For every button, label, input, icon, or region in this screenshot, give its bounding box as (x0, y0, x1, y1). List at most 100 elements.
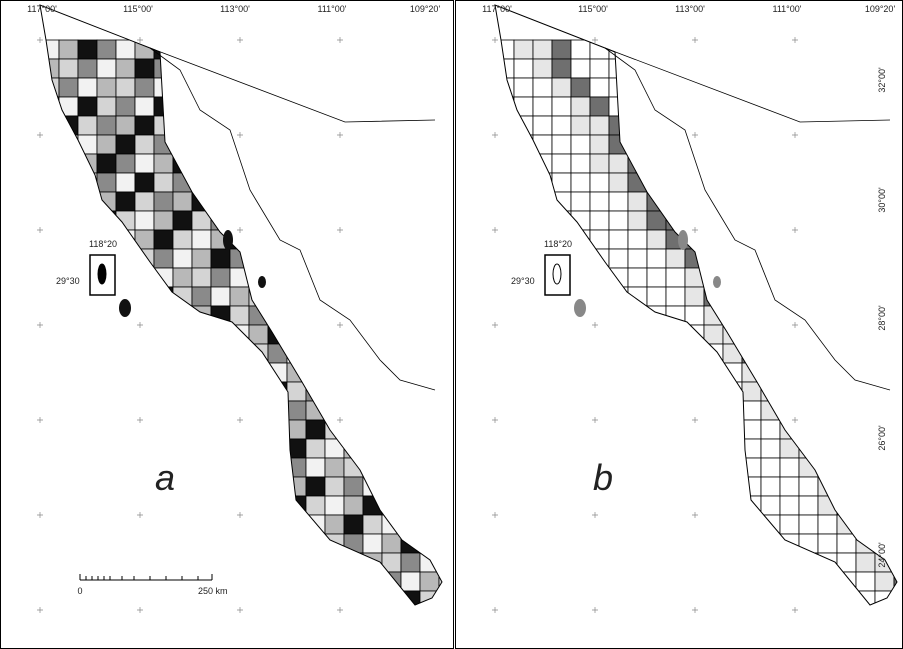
grid-cell (856, 192, 875, 211)
grid-cell (799, 382, 818, 401)
grid-cell (97, 287, 116, 306)
grid-cell (306, 306, 325, 325)
grid-cell (856, 78, 875, 97)
grid-cell (799, 344, 818, 363)
grid-cell (799, 553, 818, 572)
grid-cell (401, 325, 420, 344)
grid-cell (40, 591, 59, 610)
grid-cell (249, 306, 268, 325)
grid-cell (344, 325, 363, 344)
grid-cell (363, 135, 382, 154)
grid-cell (894, 325, 903, 344)
grid-cell (401, 40, 420, 59)
grid-cell (135, 173, 154, 192)
grid-cell (533, 553, 552, 572)
grid-cell (495, 534, 514, 553)
grid-cell (230, 40, 249, 59)
grid-cell (173, 553, 192, 572)
grid-cell (211, 553, 230, 572)
grid-cell (704, 154, 723, 173)
grid-cell (590, 401, 609, 420)
grid-cell (249, 553, 268, 572)
grid-cell (837, 496, 856, 515)
grid-cell (818, 439, 837, 458)
grid-cell (135, 382, 154, 401)
grid-cell (704, 40, 723, 59)
grid-cell (363, 363, 382, 382)
inset-longitude: 118°20 (89, 239, 117, 249)
grid-cell (723, 249, 742, 268)
grid-cell (761, 154, 780, 173)
grid-cell (173, 287, 192, 306)
grid-cell (268, 306, 287, 325)
grid-cell (666, 534, 685, 553)
grid-cell (723, 572, 742, 591)
grid-cell (514, 97, 533, 116)
map-panel: 117°00'115°00'113°00'111°00'109°20'118°2… (1, 1, 459, 649)
grid-cell (249, 230, 268, 249)
grid-cell (306, 363, 325, 382)
grid-cell (742, 192, 761, 211)
grid-cell (533, 135, 552, 154)
grid-cell (211, 382, 230, 401)
graticule-cross (237, 37, 243, 43)
grid-cell (325, 401, 344, 420)
grid-cell (875, 401, 894, 420)
grid-cell (894, 40, 903, 59)
grid-cell (628, 363, 647, 382)
grid-cell (761, 287, 780, 306)
grid-cell (837, 135, 856, 154)
grid-cell (894, 439, 903, 458)
grid-cell (685, 154, 704, 173)
grid-cell (154, 173, 173, 192)
grid-cell (742, 173, 761, 192)
grid-cell (780, 458, 799, 477)
grid-cell (382, 306, 401, 325)
grid-cell (287, 572, 306, 591)
grid-cell (401, 401, 420, 420)
grid-cell (154, 249, 173, 268)
grid-cell (837, 553, 856, 572)
grid-cell (78, 306, 97, 325)
grid-cell (723, 515, 742, 534)
grid-cell (742, 306, 761, 325)
grid-cell (420, 249, 439, 268)
grid-cell (875, 97, 894, 116)
grid-cell (552, 553, 571, 572)
grid-cell (192, 382, 211, 401)
grid-cell (552, 515, 571, 534)
grid-cell (837, 154, 856, 173)
grid-cell (287, 477, 306, 496)
grid-cell (609, 325, 628, 344)
grid-cell (135, 306, 154, 325)
grid-cell (230, 458, 249, 477)
grid-cell (78, 515, 97, 534)
grid-cell (894, 59, 903, 78)
grid-cell (780, 154, 799, 173)
grid-cell (571, 382, 590, 401)
grid-cell (420, 230, 439, 249)
grid-cell (401, 230, 420, 249)
graticule-cross (492, 322, 498, 328)
graticule-cross (37, 417, 43, 423)
grid-cell (590, 344, 609, 363)
grid-cell (116, 230, 135, 249)
grid-cell (116, 135, 135, 154)
grid-cell (533, 325, 552, 344)
grid-cell (420, 401, 439, 420)
grid-cell (135, 97, 154, 116)
longitude-label: 117°00' (27, 4, 57, 14)
grid-cell (818, 534, 837, 553)
grid-cell (837, 534, 856, 553)
grid-cell (97, 591, 116, 610)
grid-cell (211, 458, 230, 477)
grid-cell (875, 572, 894, 591)
grid-cell (230, 344, 249, 363)
grid-cell (363, 287, 382, 306)
grid-cell (761, 325, 780, 344)
grid-cell (647, 40, 666, 59)
grid-cell (590, 287, 609, 306)
grid-cell (97, 439, 116, 458)
grid-cell (192, 268, 211, 287)
grid-cell (761, 192, 780, 211)
